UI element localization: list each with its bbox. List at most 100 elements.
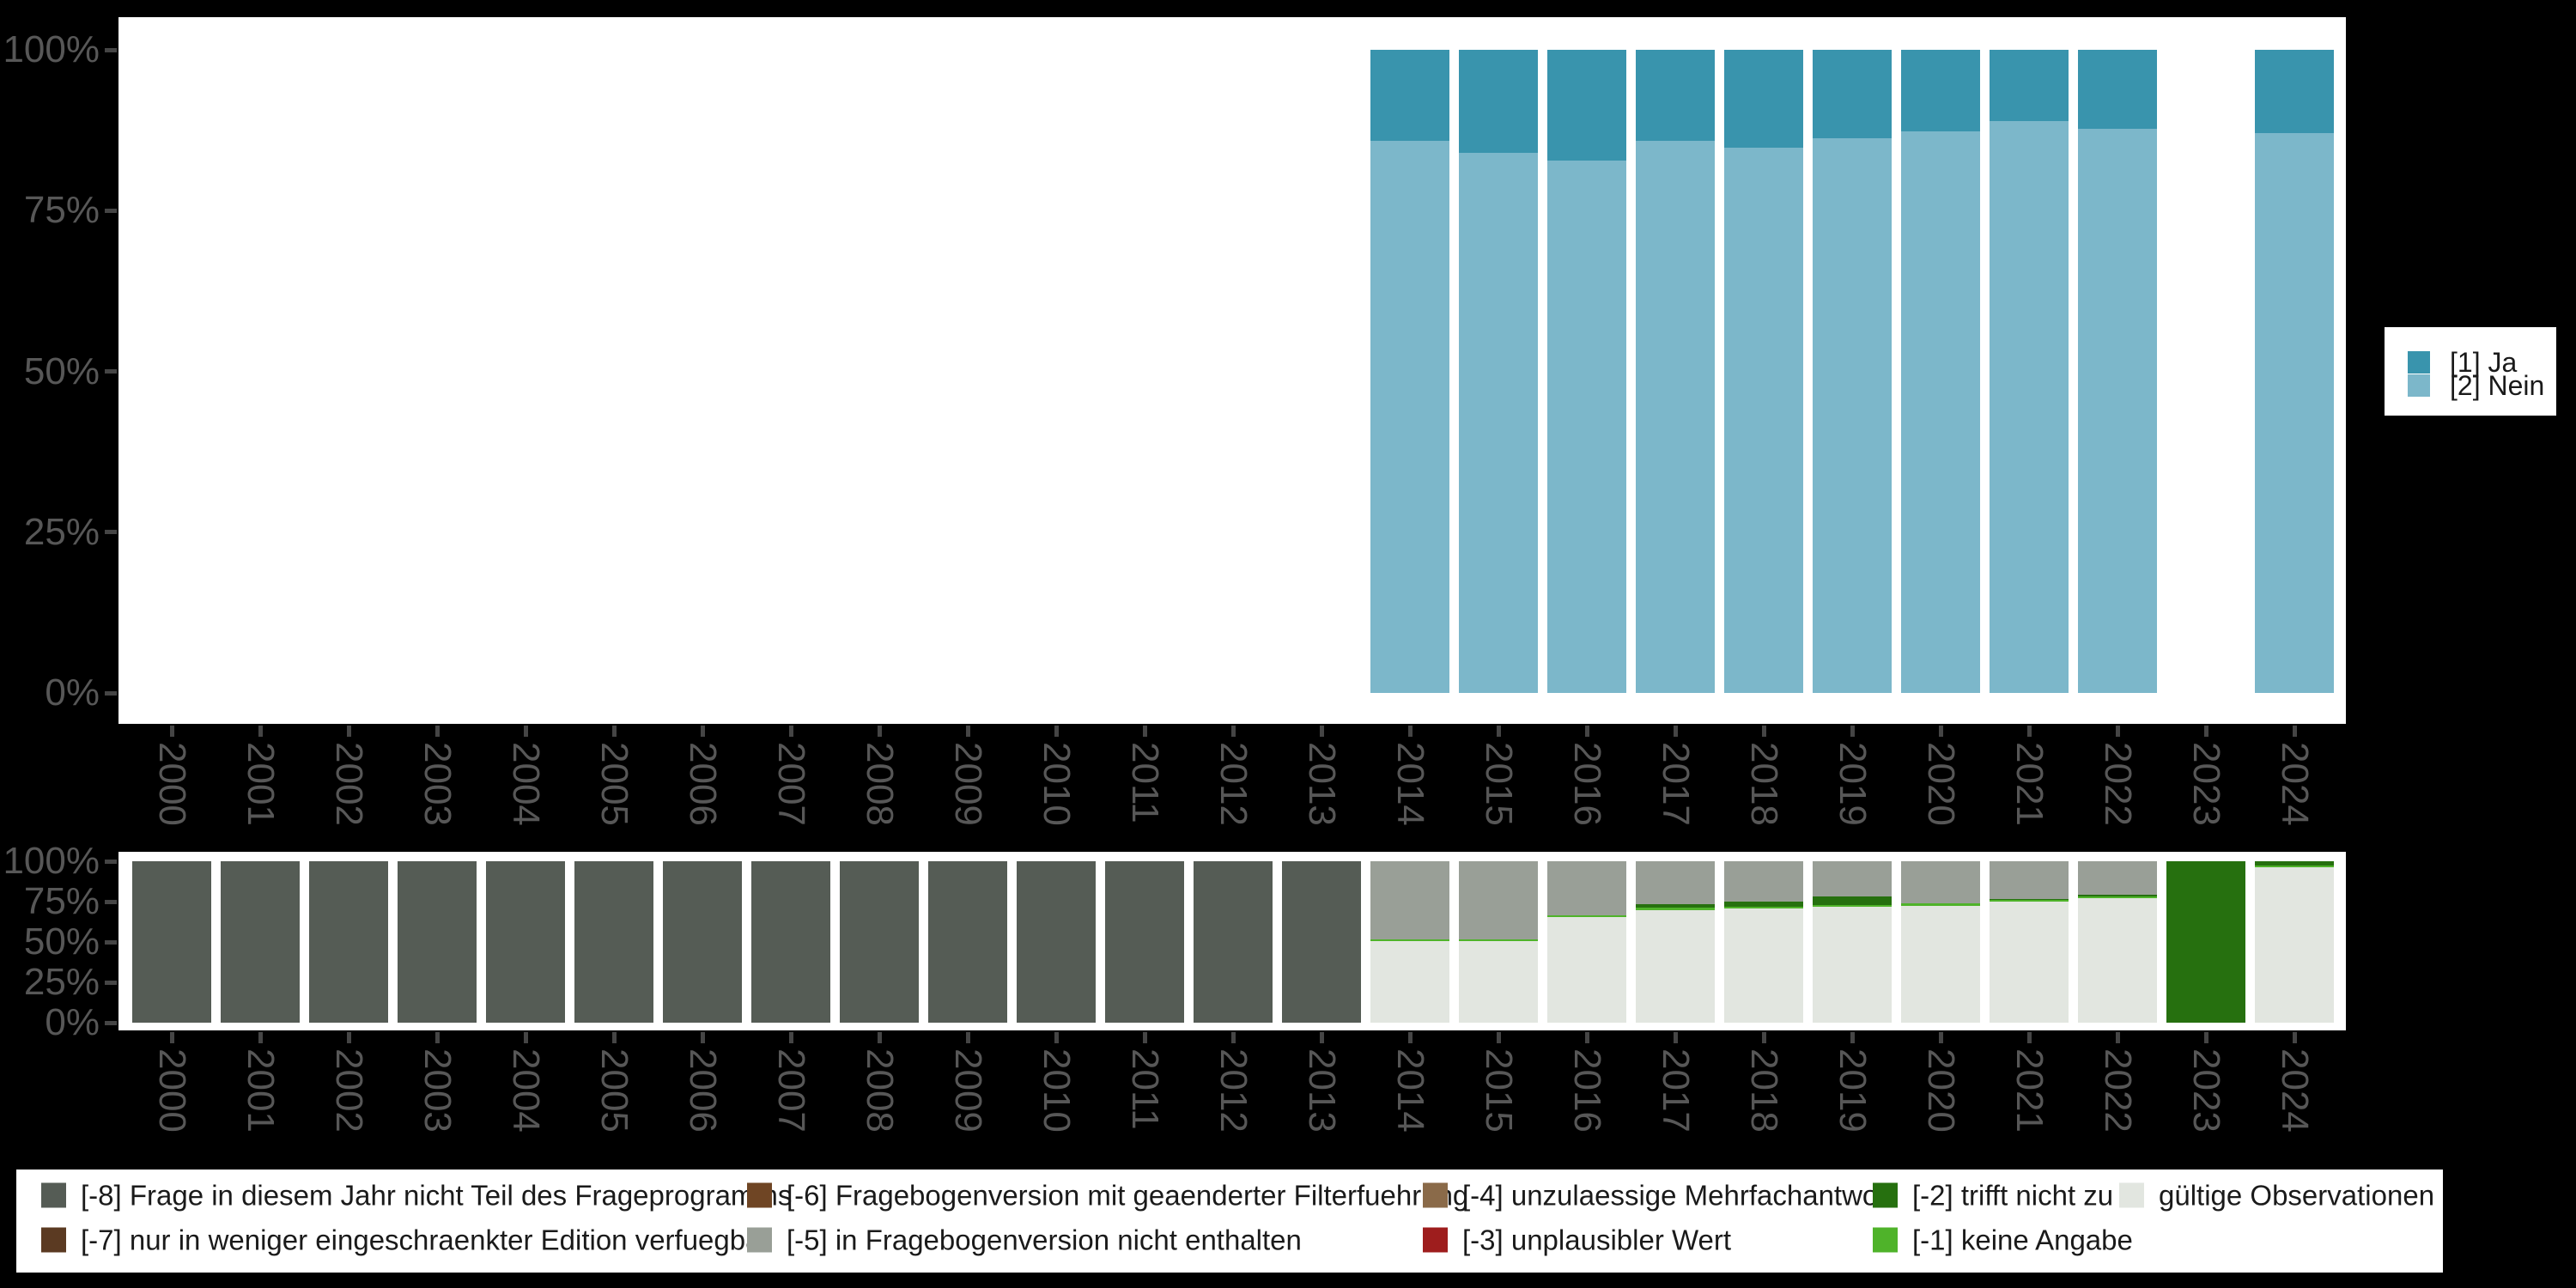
bar-segment[interactable] [1105, 861, 1184, 1023]
bar-segment[interactable] [1370, 50, 1449, 141]
bar-segment[interactable] [1636, 903, 1715, 908]
x-axis-tick [700, 726, 705, 737]
x-axis-tick [877, 1032, 882, 1043]
bar-segment[interactable] [1547, 50, 1626, 161]
bar-segment[interactable] [2078, 129, 2157, 693]
x-axis-tick [1319, 1032, 1324, 1043]
bar-segment[interactable] [751, 861, 830, 1023]
bar-segment[interactable] [1724, 147, 1803, 693]
y-axis-tick-label: 0% [45, 671, 100, 714]
bar-segment[interactable] [1813, 137, 1892, 693]
bar-segment[interactable] [1990, 121, 2069, 693]
bar-segment[interactable] [928, 861, 1007, 1023]
bar-segment[interactable] [2255, 865, 2334, 868]
x-axis-tick [169, 1032, 174, 1043]
bar-segment[interactable] [1813, 50, 1892, 138]
x-axis-tick [1230, 1032, 1236, 1043]
x-axis-tick-label: 2020 [1920, 742, 1962, 826]
bar-segment[interactable] [1990, 902, 2069, 1023]
bar-segment[interactable] [1901, 905, 1980, 1023]
y-axis-tick-label: 25% [23, 961, 100, 1003]
bar-segment[interactable] [1724, 50, 1803, 148]
bar-segment[interactable] [1901, 50, 1980, 132]
bar-segment[interactable] [2166, 861, 2245, 1023]
legend-label: [1] Ja [2450, 347, 2518, 378]
bar-segment[interactable] [1813, 861, 1892, 897]
bar-segment[interactable] [309, 861, 388, 1023]
bar-segment[interactable] [1636, 140, 1715, 693]
bar-segment[interactable] [1636, 909, 1715, 1023]
legend-swatch [1423, 1182, 1448, 1208]
bar-segment[interactable] [1370, 941, 1449, 1023]
bar-segment[interactable] [1547, 160, 1626, 693]
x-axis-tick [1673, 726, 1678, 737]
x-axis-tick [1142, 726, 1147, 737]
bar-segment[interactable] [1901, 861, 1980, 903]
bar-segment[interactable] [1459, 861, 1538, 939]
bar-segment[interactable] [1370, 140, 1449, 693]
bar-segment[interactable] [1901, 131, 1980, 693]
bar-segment[interactable] [2255, 50, 2334, 134]
bar-segment[interactable] [2078, 895, 2157, 897]
bar-segment[interactable] [2255, 861, 2334, 866]
bar-segment[interactable] [1459, 939, 1538, 942]
bar-segment[interactable] [1636, 861, 1715, 904]
bar-segment[interactable] [1724, 861, 1803, 902]
bar-segment[interactable] [1459, 50, 1538, 153]
bar-segment[interactable] [2078, 50, 2157, 130]
bar-segment[interactable] [2078, 896, 2157, 899]
legend-label: [-1] keine Angabe [1912, 1224, 2133, 1256]
bar-segment[interactable] [1636, 908, 1715, 910]
bar-segment[interactable] [574, 861, 653, 1023]
bar-segment[interactable] [2255, 133, 2334, 693]
bar-segment[interactable] [840, 861, 919, 1023]
bar-segment[interactable] [398, 861, 477, 1023]
legend-label: [-2] trifft nicht zu [1912, 1179, 2114, 1212]
legend-swatch [747, 1227, 772, 1253]
x-axis-tick [1496, 1032, 1501, 1043]
bar-segment[interactable] [663, 861, 742, 1023]
bar-segment[interactable] [221, 861, 300, 1023]
x-axis-tick [1230, 726, 1236, 737]
x-axis-tick-label: 2017 [1655, 1048, 1697, 1133]
x-axis-tick [1761, 1032, 1766, 1043]
bar-segment[interactable] [1459, 941, 1538, 1023]
bar-segment[interactable] [1547, 861, 1626, 915]
bar-segment[interactable] [2255, 867, 2334, 1023]
bar-segment[interactable] [1813, 906, 1892, 1023]
bar-segment[interactable] [1724, 901, 1803, 907]
bar-segment[interactable] [1017, 861, 1096, 1023]
bar-segment[interactable] [1636, 50, 1715, 141]
bar-segment[interactable] [1901, 902, 1980, 906]
bar-segment[interactable] [132, 861, 211, 1023]
bar-segment[interactable] [1547, 914, 1626, 917]
y-axis-tick [105, 980, 117, 985]
bar-segment[interactable] [1990, 50, 2069, 122]
y-axis-tick [105, 859, 117, 864]
x-axis-tick-label: 2010 [1036, 742, 1078, 826]
legend-item: [-7] nur in weniger eingeschraenkter Edi… [41, 1226, 770, 1255]
y-axis-tick [105, 939, 117, 945]
bar-segment[interactable] [2078, 898, 2157, 1023]
bar-segment[interactable] [1813, 904, 1892, 907]
bar-segment[interactable] [1547, 916, 1626, 1023]
x-axis-tick-label: 2015 [1478, 1048, 1520, 1133]
bar-segment[interactable] [1990, 900, 2069, 902]
legend-label: [-7] nur in weniger eingeschraenkter Edi… [81, 1224, 771, 1256]
bar-segment[interactable] [1370, 939, 1449, 942]
bar-segment[interactable] [1282, 861, 1361, 1023]
bar-segment[interactable] [486, 861, 565, 1023]
y-axis-tick [105, 690, 117, 696]
x-axis-tick-label: 2009 [947, 742, 989, 826]
bar-segment[interactable] [1194, 861, 1273, 1023]
bar-segment[interactable] [2078, 861, 2157, 896]
bar-segment[interactable] [1370, 861, 1449, 939]
bar-segment[interactable] [1813, 896, 1892, 905]
x-axis-tick-label: 2011 [1124, 742, 1166, 823]
x-axis-tick [1142, 1032, 1147, 1043]
bar-segment[interactable] [1724, 906, 1803, 908]
bar-segment[interactable] [1724, 908, 1803, 1023]
bar-segment[interactable] [1990, 861, 2069, 900]
bar-segment[interactable] [1459, 152, 1538, 693]
bar-segment[interactable] [1990, 899, 2069, 901]
